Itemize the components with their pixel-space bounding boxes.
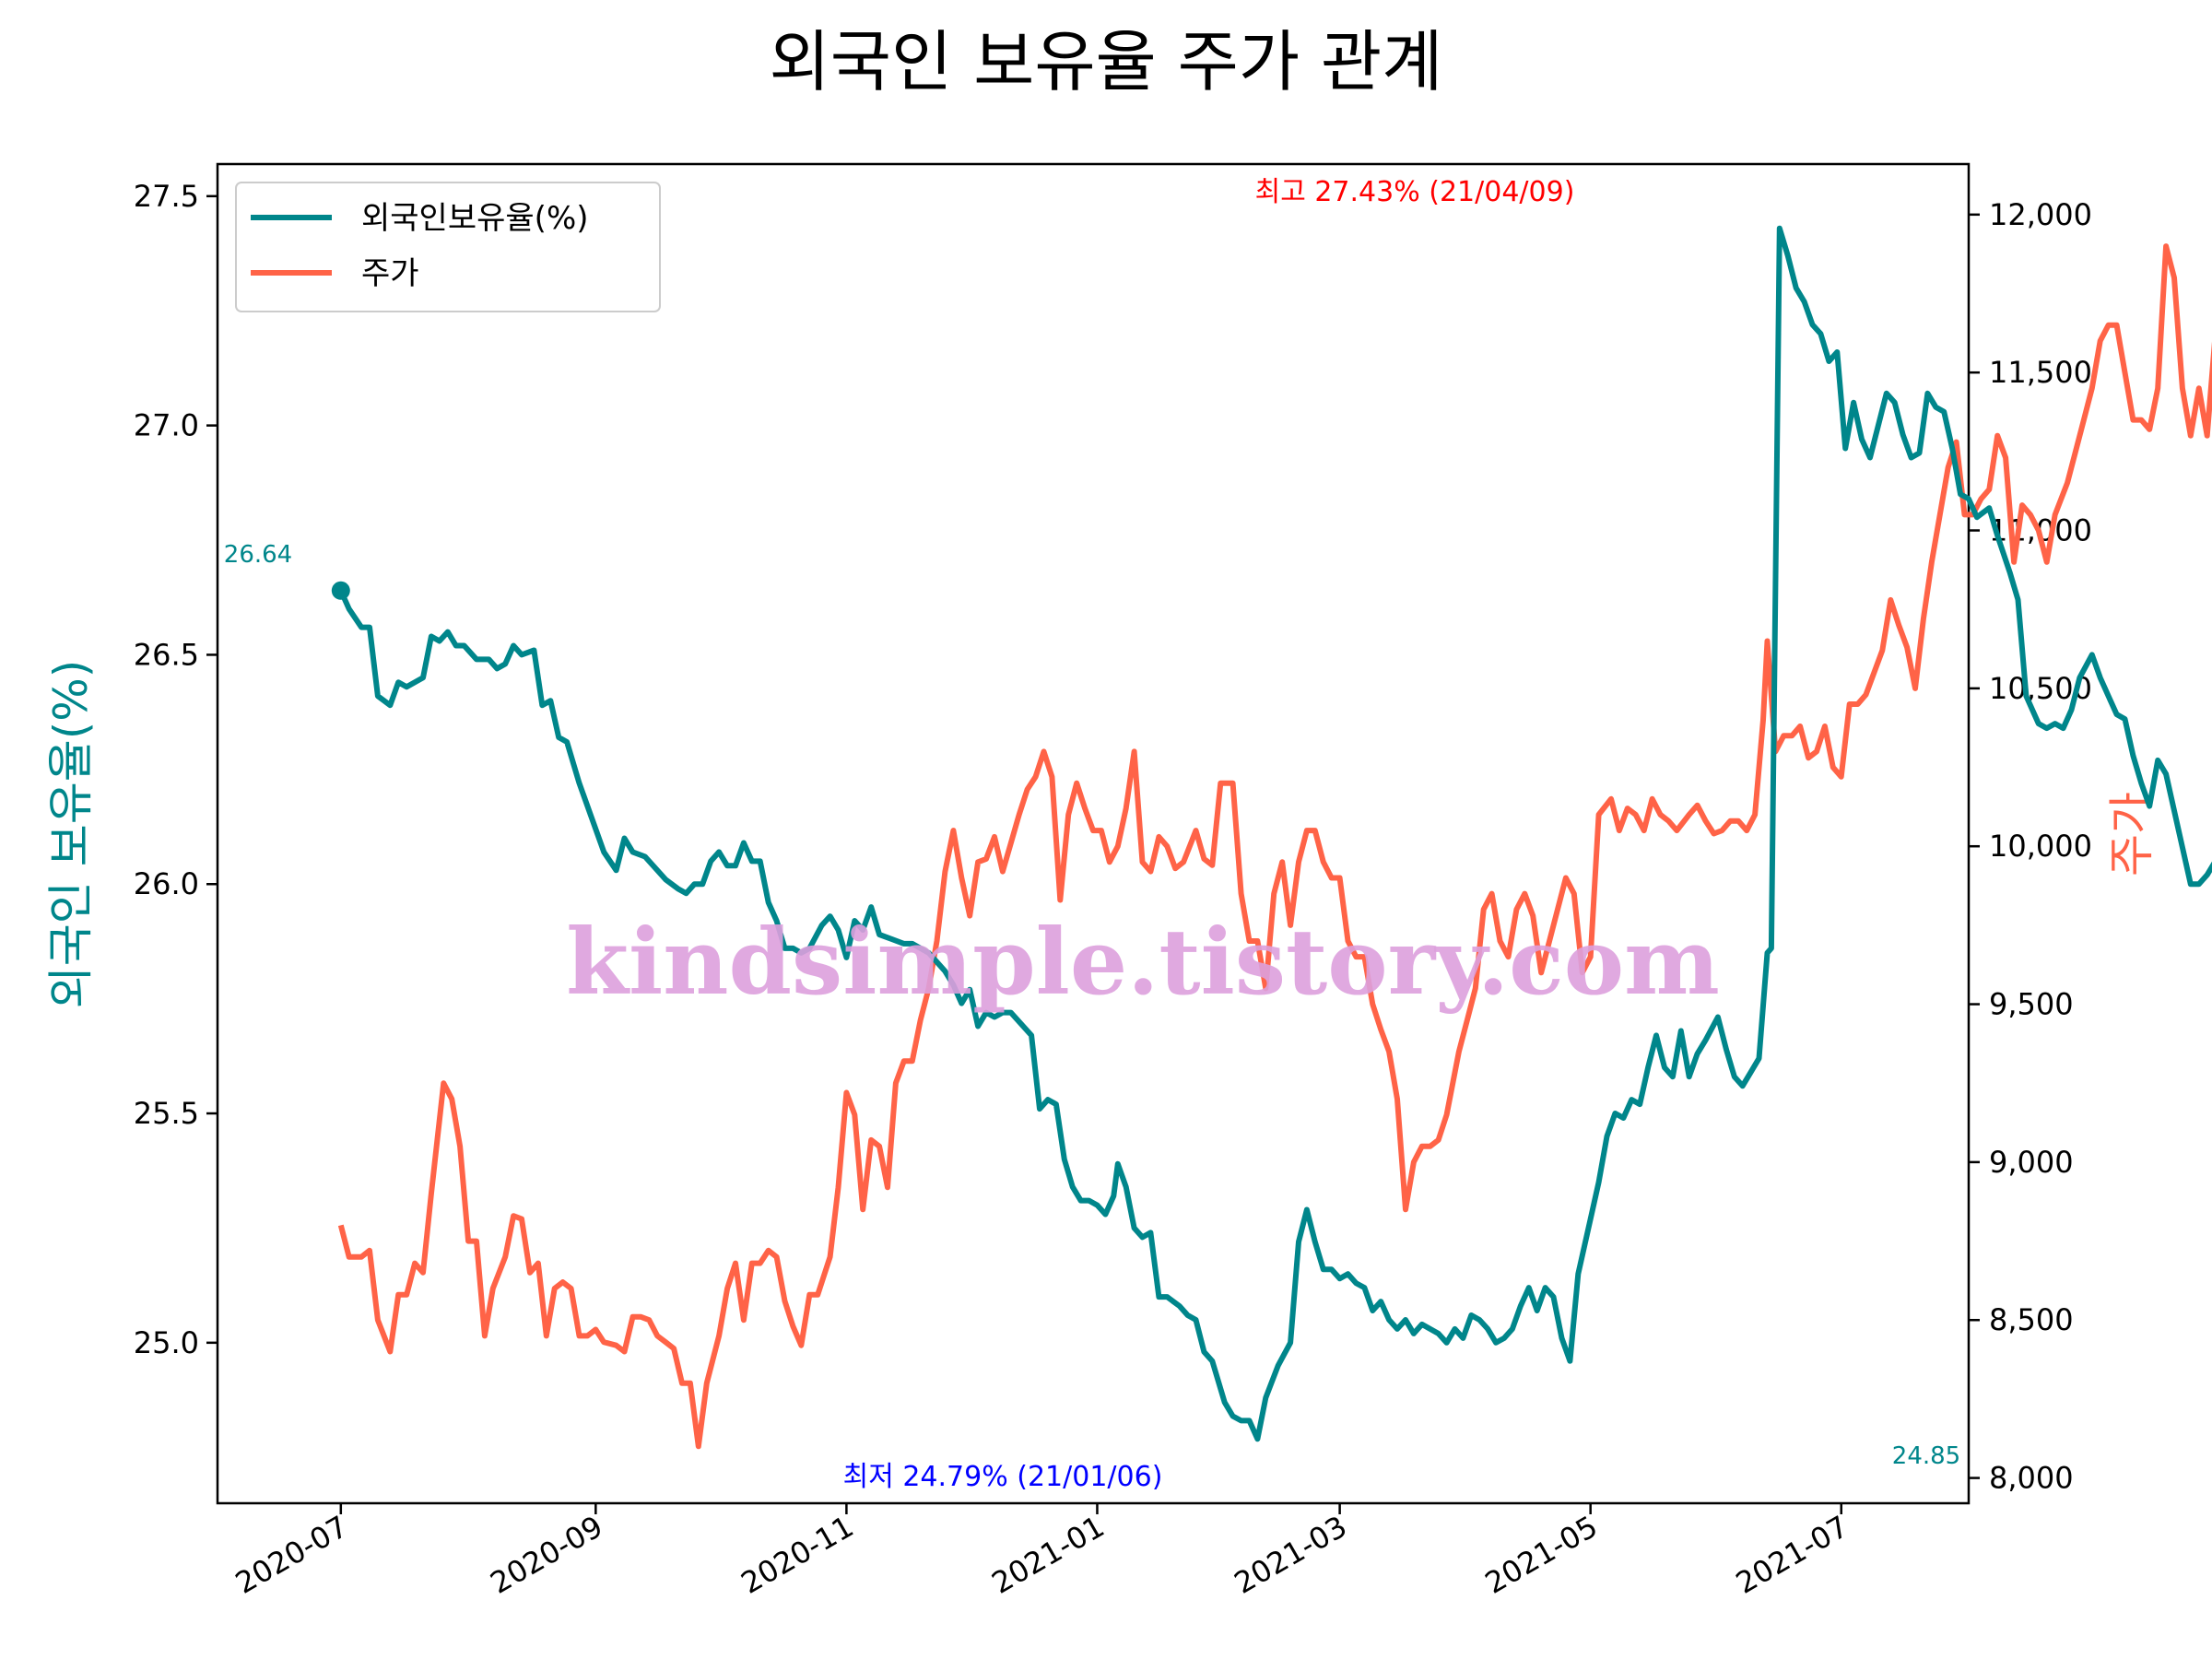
series-line-price: [337, 243, 2212, 1450]
left-axis: 25.0 25.5 26.0 26.5 27.0 27.5: [134, 179, 218, 1360]
x-tick-label: 2020-07: [229, 1509, 354, 1601]
legend: 외국인보유율(%) 주가: [235, 182, 661, 312]
x-axis: 2020-07 2020-09 2020-11 2021-01 2021-03 2021-…: [229, 1503, 1854, 1601]
legend-label-price: 주가: [361, 255, 419, 292]
right-axis: 8,0008,5009,0009,50010,00010,50011,00011…: [1969, 197, 2092, 1496]
right-tick-label: 11,500: [1989, 355, 2092, 390]
x-tick-label: 2020-11: [735, 1509, 860, 1601]
plot-area: [216, 162, 1971, 1505]
start-point-marker: [331, 581, 350, 600]
right-tick-label: 9,000: [1989, 1145, 2074, 1180]
x-tick-label: 2020-09: [485, 1509, 609, 1601]
x-tick-label: 2021-03: [1229, 1509, 1353, 1601]
x-tick-label: 2021-01: [986, 1509, 1111, 1601]
start-value-label: 26.64: [224, 541, 292, 569]
end-value-label: 24.85: [1892, 1442, 1960, 1470]
left-tick-label: 26.5: [134, 637, 199, 672]
x-tick-label: 2021-05: [1479, 1509, 1604, 1601]
left-tick-label: 25.0: [134, 1325, 199, 1360]
right-tick-label: 8,500: [1989, 1302, 2074, 1337]
left-tick-label: 25.5: [134, 1096, 199, 1131]
right-tick-label: 8,000: [1989, 1461, 2074, 1496]
x-tick-label: 2021-07: [1730, 1509, 1854, 1601]
series-line-ownership: [338, 225, 2212, 1442]
right-tick-label: 10,000: [1989, 829, 2092, 864]
right-tick-label: 12,000: [1989, 197, 2092, 232]
chart-title: 외국인 보유율 주가 관계: [769, 23, 1442, 100]
legend-label-ownership: 외국인보유율(%): [361, 200, 589, 237]
right-tick-label: 9,500: [1989, 987, 2074, 1022]
left-tick-label: 27.0: [134, 408, 199, 443]
max-annotation: 최고 27.43% (21/04/09): [1255, 176, 1575, 208]
legend-box: [235, 182, 661, 312]
min-annotation: 최저 24.79% (21/01/06): [843, 1461, 1163, 1493]
left-tick-label: 26.0: [134, 866, 199, 901]
watermark: kindsimple.tistory.com: [566, 910, 1720, 1016]
left-axis-label: 외국인 보유율(%): [44, 660, 98, 1008]
left-tick-label: 27.5: [134, 179, 199, 214]
